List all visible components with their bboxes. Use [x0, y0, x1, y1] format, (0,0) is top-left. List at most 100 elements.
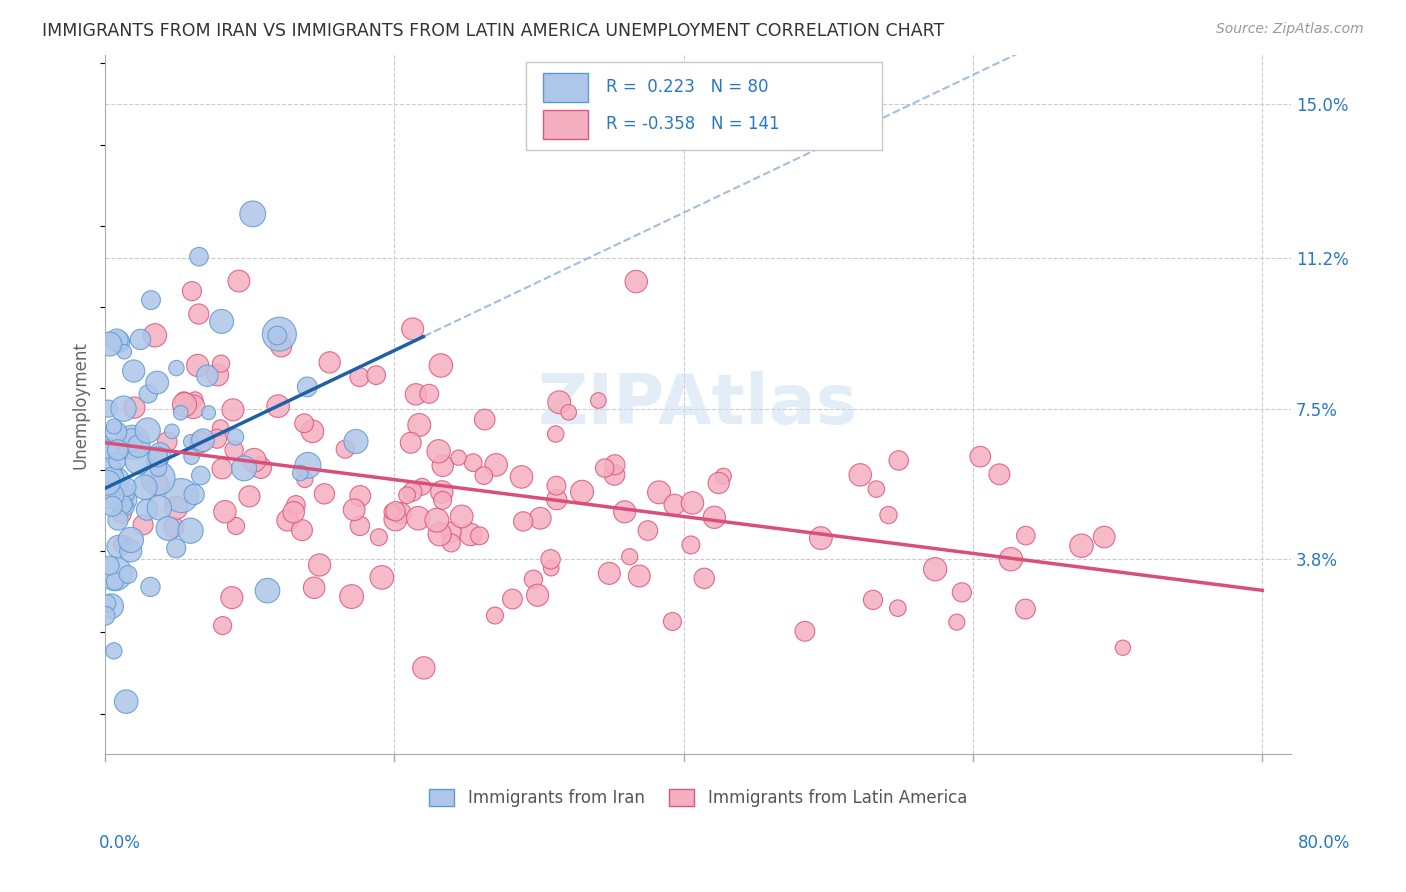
Point — [121, 434, 143, 448]
Point — [146, 376, 169, 390]
Point — [637, 524, 659, 538]
Legend: Immigrants from Iran, Immigrants from Latin America: Immigrants from Iran, Immigrants from La… — [420, 781, 976, 816]
Point — [205, 432, 228, 446]
Point — [540, 561, 562, 575]
Point — [540, 552, 562, 566]
Point — [165, 541, 187, 556]
Point — [887, 601, 910, 615]
Point — [112, 401, 135, 416]
Point — [924, 562, 946, 576]
Point — [862, 593, 884, 607]
Point — [103, 419, 125, 434]
Point — [160, 425, 183, 439]
Point — [619, 549, 641, 564]
Point — [107, 513, 129, 527]
Point — [429, 527, 451, 541]
Point — [440, 536, 463, 550]
Point — [170, 489, 193, 503]
Point — [211, 618, 233, 632]
Point — [114, 492, 136, 507]
Point — [269, 327, 291, 342]
Text: R = -0.358   N = 141: R = -0.358 N = 141 — [606, 115, 779, 133]
Point — [112, 344, 135, 359]
Point — [432, 458, 454, 473]
Point — [146, 471, 169, 485]
Point — [100, 599, 122, 614]
Point — [100, 489, 122, 503]
Point — [598, 566, 620, 581]
Point — [969, 450, 991, 464]
Point — [588, 393, 610, 408]
Point — [401, 484, 423, 499]
Point — [115, 500, 138, 515]
Point — [180, 524, 202, 538]
Point — [297, 458, 319, 473]
Point — [94, 608, 117, 623]
Point — [136, 502, 159, 516]
Point — [411, 480, 433, 494]
Point — [1000, 552, 1022, 566]
Point — [408, 417, 430, 432]
Point — [221, 591, 243, 605]
Point — [267, 399, 290, 413]
Point — [104, 574, 127, 589]
Text: R =  0.223   N = 80: R = 0.223 N = 80 — [606, 78, 768, 96]
Point — [349, 518, 371, 533]
Text: 0.0%: 0.0% — [98, 834, 141, 852]
Point — [104, 566, 127, 581]
Point — [793, 624, 815, 639]
Point — [111, 498, 134, 512]
Text: ZIPAtlas: ZIPAtlas — [538, 371, 858, 438]
Point — [484, 608, 506, 623]
Point — [283, 505, 305, 519]
Point — [318, 355, 340, 369]
Point — [165, 500, 187, 515]
Point — [366, 368, 388, 383]
Point — [170, 406, 193, 420]
Point — [292, 417, 315, 431]
Point — [501, 592, 523, 607]
Point — [384, 504, 406, 518]
Point — [120, 533, 142, 547]
Point — [284, 498, 307, 512]
Point — [314, 487, 336, 501]
Point — [256, 583, 278, 598]
Point — [98, 337, 121, 351]
Point — [474, 412, 496, 426]
Point — [191, 434, 214, 448]
Point — [406, 511, 429, 525]
FancyBboxPatch shape — [543, 110, 588, 139]
Point — [163, 520, 186, 534]
Point — [228, 274, 250, 288]
Point — [136, 387, 159, 401]
Point — [679, 538, 702, 552]
Point — [111, 537, 134, 551]
Point — [115, 480, 138, 494]
Point — [165, 361, 187, 376]
Point — [195, 368, 218, 383]
Point — [249, 460, 271, 475]
Point — [628, 569, 651, 583]
Point — [950, 585, 973, 599]
Point — [134, 480, 156, 494]
Point — [664, 498, 686, 512]
Point — [603, 467, 626, 482]
Point — [693, 571, 716, 585]
Point — [187, 359, 209, 373]
FancyBboxPatch shape — [543, 72, 588, 102]
Point — [181, 284, 204, 298]
Point — [238, 489, 260, 503]
Point — [1092, 530, 1115, 544]
Point — [105, 333, 128, 347]
Point — [96, 442, 118, 456]
Point — [146, 477, 169, 491]
Point — [546, 479, 568, 493]
Point — [593, 461, 616, 475]
Point — [703, 510, 725, 524]
Point — [139, 580, 162, 594]
Point — [384, 512, 406, 526]
Point — [349, 370, 371, 384]
Point — [546, 492, 568, 507]
Point — [389, 506, 412, 520]
Point — [132, 517, 155, 532]
